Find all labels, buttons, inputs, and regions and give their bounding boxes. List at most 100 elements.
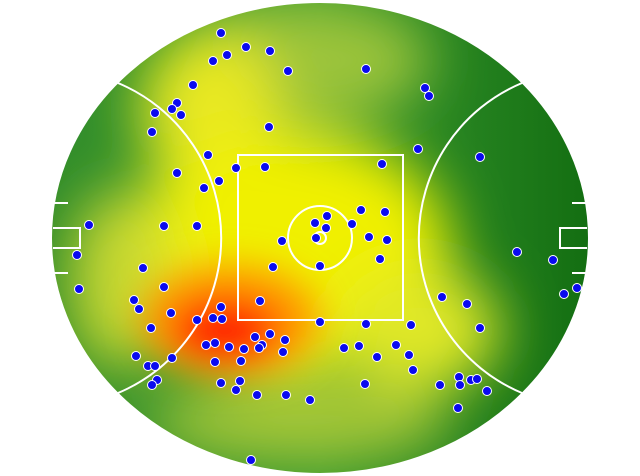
point xyxy=(199,183,209,193)
point xyxy=(360,379,370,389)
point xyxy=(361,64,371,74)
point xyxy=(354,341,364,351)
point xyxy=(482,386,492,396)
point xyxy=(424,91,434,101)
points xyxy=(72,28,582,465)
point xyxy=(250,332,260,342)
point xyxy=(147,127,157,137)
point xyxy=(134,304,144,314)
point xyxy=(217,314,227,324)
point xyxy=(172,168,182,178)
point xyxy=(210,338,220,348)
point xyxy=(315,317,325,327)
point xyxy=(420,83,430,93)
point xyxy=(159,221,169,231)
point xyxy=(380,207,390,217)
point xyxy=(265,329,275,339)
point xyxy=(147,380,157,390)
point xyxy=(281,390,291,400)
point xyxy=(264,122,274,132)
point xyxy=(462,299,472,309)
point xyxy=(150,361,160,371)
point xyxy=(322,211,332,221)
point xyxy=(315,261,325,271)
point xyxy=(280,335,290,345)
point xyxy=(167,104,177,114)
point xyxy=(236,356,246,366)
point xyxy=(364,232,374,242)
point xyxy=(391,340,401,350)
point xyxy=(138,263,148,273)
point xyxy=(241,42,251,52)
point xyxy=(437,292,447,302)
point xyxy=(231,385,241,395)
point xyxy=(278,347,288,357)
point xyxy=(321,223,331,233)
point xyxy=(210,357,220,367)
point xyxy=(167,353,177,363)
point xyxy=(356,205,366,215)
point xyxy=(377,159,387,169)
field-lines xyxy=(50,1,590,475)
point xyxy=(188,80,198,90)
point xyxy=(268,262,278,272)
point xyxy=(311,233,321,243)
point xyxy=(254,343,264,353)
point xyxy=(192,221,202,231)
point xyxy=(222,50,232,60)
point xyxy=(255,296,265,306)
point xyxy=(413,144,423,154)
point xyxy=(453,403,463,413)
point xyxy=(372,352,382,362)
point xyxy=(265,46,275,56)
point xyxy=(475,152,485,162)
point xyxy=(203,150,213,160)
point xyxy=(404,350,414,360)
point xyxy=(455,380,465,390)
point xyxy=(216,28,226,38)
point xyxy=(406,320,416,330)
point xyxy=(310,218,320,228)
point xyxy=(277,236,287,246)
point xyxy=(166,308,176,318)
point xyxy=(129,295,139,305)
point xyxy=(283,66,293,76)
point xyxy=(208,313,218,323)
point xyxy=(208,56,218,66)
point xyxy=(239,344,249,354)
point xyxy=(74,284,84,294)
point xyxy=(475,323,485,333)
point xyxy=(159,282,169,292)
point xyxy=(252,390,262,400)
point xyxy=(548,255,558,265)
point xyxy=(260,162,270,172)
point xyxy=(216,378,226,388)
point xyxy=(246,455,256,465)
point xyxy=(224,342,234,352)
point xyxy=(305,395,315,405)
point xyxy=(361,319,371,329)
point xyxy=(347,219,357,229)
point xyxy=(146,323,156,333)
point xyxy=(435,380,445,390)
point xyxy=(216,302,226,312)
point xyxy=(131,351,141,361)
point xyxy=(512,247,522,257)
point xyxy=(408,365,418,375)
point xyxy=(559,289,569,299)
point xyxy=(235,376,245,386)
point xyxy=(572,283,582,293)
point xyxy=(192,315,202,325)
point xyxy=(214,176,224,186)
point xyxy=(339,343,349,353)
point xyxy=(201,340,211,350)
point xyxy=(72,250,82,260)
point xyxy=(231,163,241,173)
point xyxy=(472,374,482,384)
point xyxy=(375,254,385,264)
point xyxy=(176,110,186,120)
point xyxy=(382,235,392,245)
point xyxy=(84,220,94,230)
